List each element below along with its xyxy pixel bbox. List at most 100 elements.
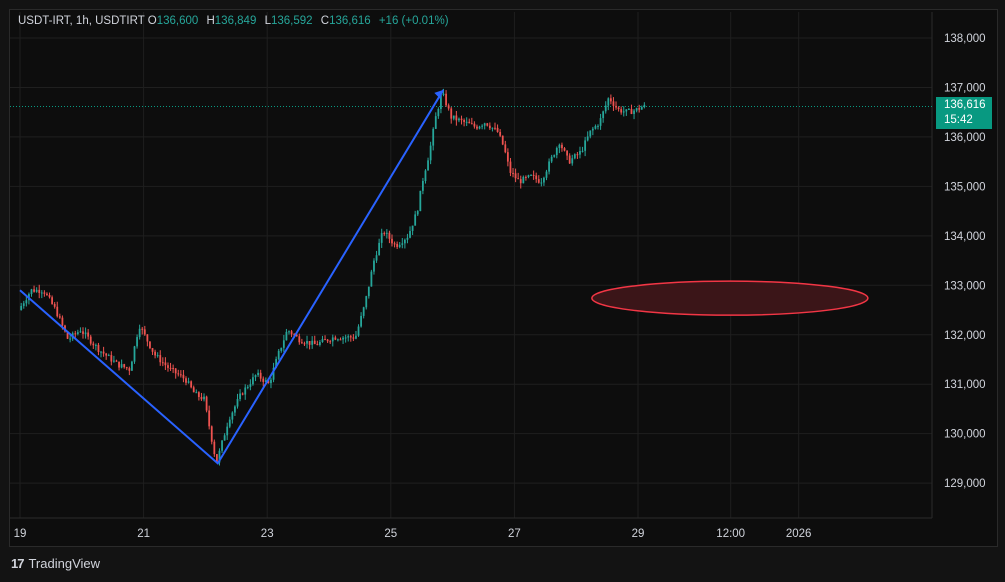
candle-body [360,315,362,327]
candle-body [197,392,200,397]
candle-body [187,381,190,383]
candle-body [355,335,357,339]
candle-body [543,177,545,183]
candle-body [635,108,638,111]
candle-body [254,375,257,378]
candle-body [633,110,635,114]
tradingview-brand[interactable]: 17 TradingView [11,556,100,571]
time-tick-label: 19 [14,528,27,540]
candle-body [22,303,25,306]
chart-panel[interactable] [9,9,998,547]
candle-body [138,328,141,338]
candle-body [20,305,23,311]
candle-body [494,127,496,129]
candle-body [429,145,432,161]
candle-body [422,180,424,191]
candle-body [628,108,630,110]
candle-body [458,118,460,121]
close-value: 136,616 [329,15,371,27]
candle-body [329,341,332,343]
candle-body [378,242,381,256]
candle-body [506,152,509,162]
tradingview-name: TradingView [28,556,101,571]
candle-body [416,211,419,215]
candle-body [540,182,543,184]
candle-body [566,150,568,156]
change-value: +16 (+0.01%) [378,15,449,27]
candle-body [558,144,561,148]
candle-body [234,406,236,413]
candle-body [501,135,504,145]
symbol-label[interactable]: USDT-IRT, 1h, USDTIRT [18,15,145,27]
candle-body [174,368,177,374]
candle-body [362,307,365,316]
candle-body [159,355,162,363]
candle-body [69,338,72,340]
high-value: 136,849 [214,15,257,27]
candle-body [141,328,144,330]
price-tick-label: 131,000 [944,379,986,391]
candle-body [275,358,278,368]
candle-body [282,340,285,348]
candle-body [401,243,404,245]
candle-body [391,238,393,244]
candle-body [272,367,275,380]
candle-body [48,294,51,298]
candle-body [347,336,350,338]
candle-body [550,156,553,162]
candle-body [107,355,110,357]
candle-body [25,300,28,304]
candle-body [476,126,478,129]
time-tick-label: 27 [508,528,521,540]
candle-body [190,381,193,388]
candle-body [262,378,265,382]
candle-body [133,346,136,362]
candle-body [463,120,465,122]
candle-body [512,172,514,174]
candle-body [419,190,422,212]
candle-body [87,332,90,337]
candle-body [403,239,406,244]
candle-body [334,337,337,340]
candle-body [195,392,198,394]
candle-body [203,396,205,400]
price-tick-label: 136,000 [944,132,986,144]
candle-body [527,175,530,178]
tradingview-logo-icon: 17 [11,556,25,571]
candle-body [316,344,319,346]
candle-body [398,244,401,247]
candle-body [100,351,102,353]
candle-body [257,372,259,376]
candle-body [491,127,494,129]
candle-body [509,161,512,173]
candle-body [470,123,473,125]
candle-body [452,115,455,119]
candle-body [447,105,450,109]
last-price-value: 136,616 [944,99,986,111]
candle-body [146,334,149,342]
candle-body [169,367,172,369]
candle-body [113,360,115,362]
candle-body [239,393,241,400]
candle-body [342,337,344,340]
candle-body [581,150,584,152]
candle-body [38,289,41,293]
candle-body [522,176,525,184]
candle-body [308,341,311,345]
candle-body [210,426,213,442]
candle-body [388,232,391,239]
candle-body [555,147,558,156]
candle-body [118,361,120,368]
candle-body [306,341,308,344]
candle-body [553,155,556,157]
candle-body [514,173,517,179]
bar-countdown: 15:42 [944,114,973,126]
candle-body [185,378,187,383]
candle-body [236,399,239,407]
candle-body [352,337,355,339]
candle-body [406,237,409,240]
candle-body [532,174,535,176]
price-tick-label: 134,000 [944,231,986,243]
